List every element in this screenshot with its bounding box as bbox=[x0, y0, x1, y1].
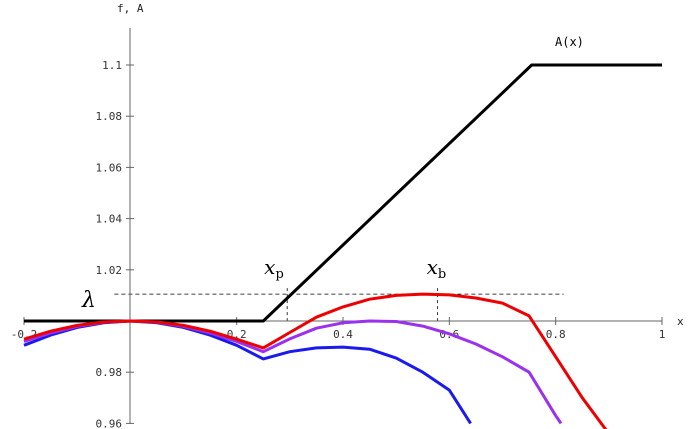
xb-label: xb bbox=[427, 255, 447, 282]
y-tick-label: 1.08 bbox=[96, 110, 123, 123]
x-axis-title: x bbox=[677, 315, 684, 328]
x-tick-label: 0.4 bbox=[333, 328, 353, 341]
y-axis-title: f, A bbox=[117, 2, 144, 15]
series-a-line bbox=[24, 63, 662, 323]
series-lines bbox=[23, 63, 662, 429]
x-tick-label: 0.8 bbox=[546, 328, 566, 341]
y-tick-label: 1.06 bbox=[96, 161, 123, 174]
y-tick-label: 0.98 bbox=[96, 366, 123, 379]
y-tick-label: 0.96 bbox=[96, 417, 123, 429]
xb-label-main: x bbox=[427, 255, 438, 279]
annotations: λ xp xb A(x) bbox=[81, 35, 584, 313]
xp-label-sub: p bbox=[275, 267, 283, 282]
y-tick-label: 1.02 bbox=[96, 264, 123, 277]
y-tick-label: 1.1 bbox=[102, 59, 122, 72]
y-ticks: 0.96 0.98 1.02 1.04 1.06 1.08 1.1 bbox=[96, 59, 134, 429]
series-blue-line bbox=[23, 319, 472, 425]
xp-label: xp bbox=[264, 255, 284, 282]
xb-label-sub: b bbox=[438, 267, 446, 282]
y-tick-label: 1.04 bbox=[96, 213, 123, 226]
x-tick-label: 1 bbox=[659, 328, 666, 341]
series-label-ax: A(x) bbox=[555, 35, 584, 49]
xp-label-main: x bbox=[264, 255, 275, 279]
series-red-line bbox=[23, 292, 608, 429]
reference-lines bbox=[114, 288, 564, 321]
lambda-label: λ bbox=[81, 288, 96, 313]
